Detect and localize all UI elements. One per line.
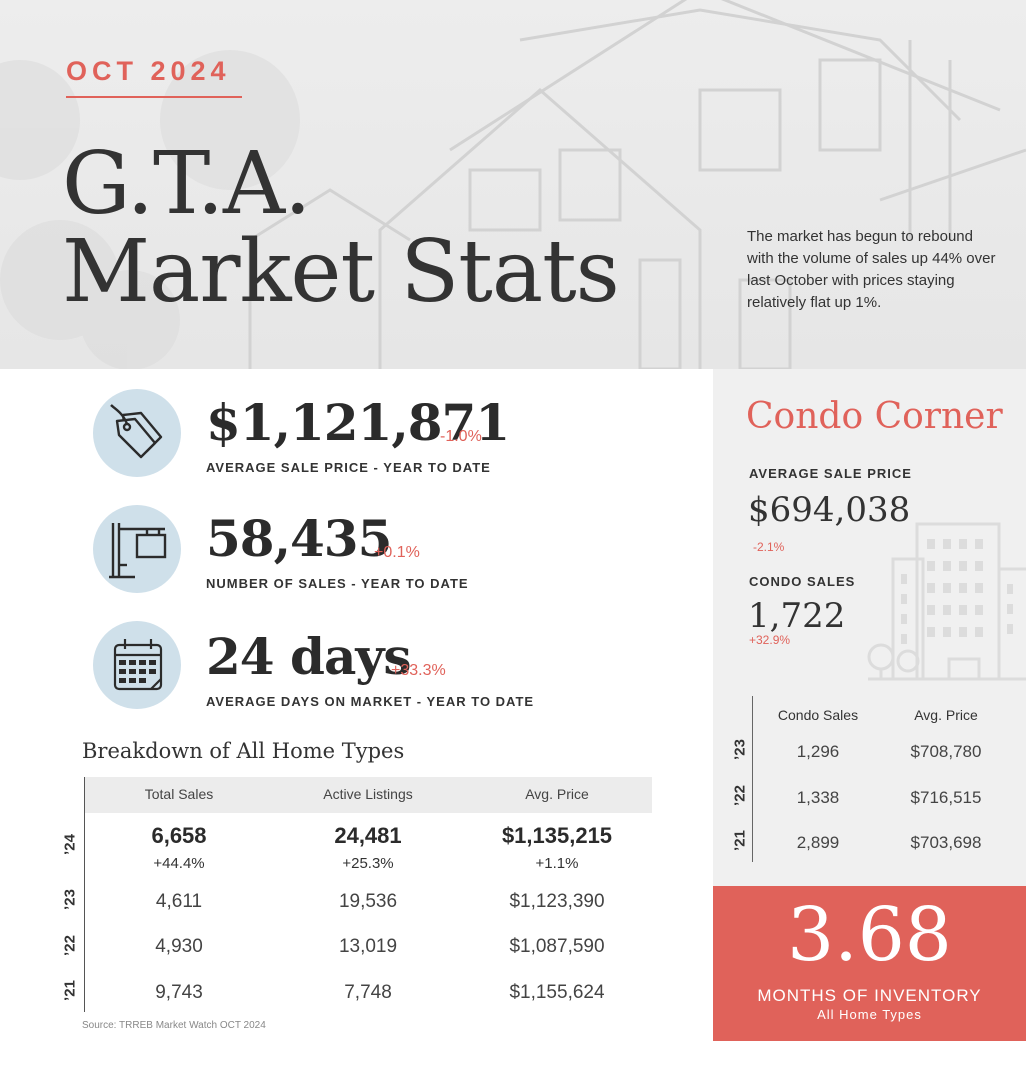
table-cell-change: +25.3%: [342, 855, 394, 872]
table-cell: $1,087,590: [509, 936, 605, 957]
avg-sale-price-value: $1,121,871: [206, 393, 510, 452]
condo-avg-price-change: -2.1%: [753, 540, 785, 554]
condo-table-cell: 2,899: [796, 833, 840, 852]
price-tag-icon: [93, 389, 181, 477]
months-of-inventory-value: 3.68: [787, 892, 952, 978]
condo-sales-label: CONDO SALES: [749, 574, 856, 589]
condo-column-header-sales: Condo Sales: [777, 707, 859, 723]
table-cell: $1,135,215: [501, 823, 613, 848]
table-cell: $1,123,390: [509, 891, 605, 912]
table-cell: 4,611: [155, 891, 203, 912]
condo-column-header-avg-price: Avg. Price: [914, 707, 978, 723]
condo-row-year-label: ’23: [731, 739, 749, 760]
table-cell: 13,019: [338, 936, 398, 957]
breakdown-title: Breakdown of All Home Types: [82, 739, 405, 763]
table-cell-change: +44.4%: [153, 855, 205, 872]
title-line-2: Market Stats: [62, 222, 620, 322]
column-header-total-sales: Total Sales: [144, 786, 214, 802]
table-cell: 9,743: [155, 982, 203, 1003]
column-header-avg-price: Avg. Price: [525, 786, 589, 802]
date-underline: [66, 96, 242, 98]
condo-avg-price-value: $694,038: [748, 490, 911, 530]
house-background-image: [0, 0, 1026, 369]
table-cell-change: +1.1%: [535, 855, 579, 872]
condo-sales-change: +32.9%: [749, 633, 791, 647]
condo-corner-panel: [713, 369, 1026, 886]
table-cell: 24,481: [334, 823, 402, 848]
number-of-sales-change: +0.1%: [374, 544, 420, 561]
condo-table-cell: $703,698: [910, 833, 982, 852]
table-divider: [84, 777, 85, 1012]
calendar-icon: [93, 621, 181, 709]
row-year-label: ’22: [61, 935, 79, 956]
condo-corner-title: Condo Corner: [746, 396, 1003, 437]
table-cell: 6,658: [151, 823, 207, 848]
table-cell: 7,748: [344, 982, 392, 1003]
column-header-active-listings: Active Listings: [323, 786, 413, 802]
condo-table-cell: 1,296: [796, 742, 840, 761]
condo-row-year-label: ’21: [731, 830, 749, 851]
avg-sale-price-change: -1.0%: [440, 428, 482, 445]
condo-table-cell: $708,780: [910, 742, 982, 761]
table-cell: 19,536: [338, 891, 398, 912]
days-on-market-change: +33.3%: [391, 662, 446, 679]
row-year-label: ’21: [61, 980, 79, 1001]
number-of-sales-value: 58,435: [206, 509, 392, 568]
title-line-1: G.T.A.: [62, 134, 311, 234]
source-note: Source: TRREB Market Watch OCT 2024: [82, 1020, 266, 1031]
table-cell: 4,930: [155, 936, 203, 957]
page-title: G.T.A. Market Stats: [62, 134, 620, 322]
row-year-label: ’23: [61, 889, 79, 910]
intro-text: The market has begun to rebound with the…: [747, 228, 996, 311]
for-sale-sign-icon: [93, 505, 181, 593]
condo-table-divider: [752, 696, 753, 862]
months-of-inventory-sublabel: All Home Types: [817, 1007, 922, 1022]
condo-table-cell: $716,515: [910, 788, 982, 807]
months-of-inventory-box: 3.68 MONTHS OF INVENTORY All Home Types: [713, 886, 1026, 1041]
days-on-market-value: 24 days: [206, 627, 412, 686]
number-of-sales-label: NUMBER OF SALES - YEAR TO DATE: [206, 576, 469, 591]
days-on-market-label: AVERAGE DAYS ON MARKET - YEAR TO DATE: [206, 694, 535, 709]
hero-banner: OCT 2024 G.T.A. Market Stats The market …: [0, 0, 1026, 369]
condo-avg-price-label: AVERAGE SALE PRICE: [749, 466, 912, 481]
months-of-inventory-label: MONTHS OF INVENTORY: [757, 986, 982, 1005]
table-cell: $1,155,624: [509, 982, 605, 1003]
row-year-label: ’24: [61, 834, 79, 855]
condo-sales-value: 1,722: [748, 596, 846, 636]
avg-sale-price-label: AVERAGE SALE PRICE - YEAR TO DATE: [206, 460, 491, 475]
condo-table-cell: 1,338: [796, 788, 840, 807]
condo-row-year-label: ’22: [731, 785, 749, 806]
table-header: [85, 777, 652, 813]
buildings-illustration: [867, 522, 1026, 681]
report-date: OCT 2024: [66, 56, 231, 86]
